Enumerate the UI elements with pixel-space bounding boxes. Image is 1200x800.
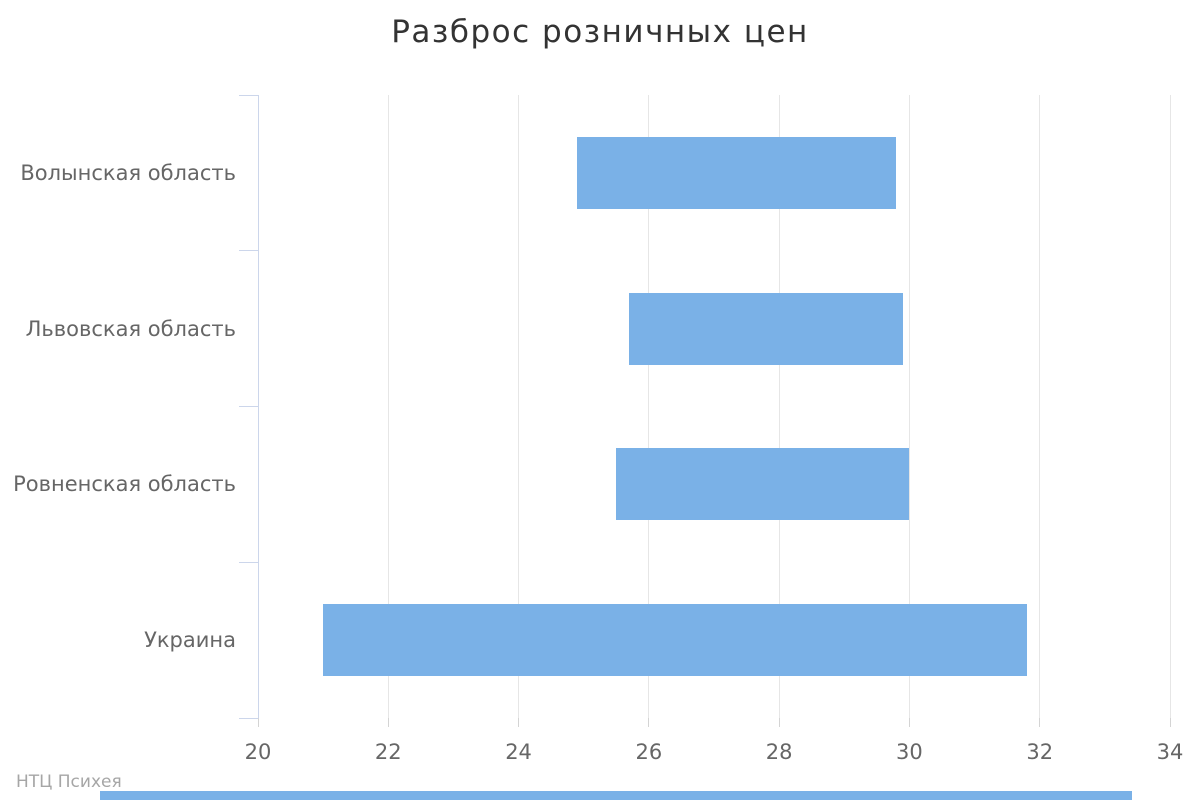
x-tick-label: 20	[244, 740, 272, 764]
chart-title: Разброс розничных цен	[391, 14, 809, 50]
credit-label: НТЦ Психея	[16, 772, 122, 792]
category-label: Ровненская область	[13, 472, 236, 497]
x-tick-label: 34	[1156, 740, 1184, 764]
category-axis-tick	[239, 717, 258, 719]
category-axis-tick	[239, 250, 258, 252]
category-axis-tick	[239, 561, 258, 563]
gridline	[518, 95, 520, 718]
category-axis-tick	[239, 406, 258, 407]
category-label: Волынская область	[20, 160, 236, 185]
category-axis-line	[258, 95, 259, 718]
x-axis-tick	[1039, 718, 1041, 727]
range-bar	[323, 604, 1027, 677]
x-axis-tick	[778, 718, 780, 727]
x-axis-tick	[908, 718, 910, 727]
range-bar	[629, 292, 903, 365]
range-bar	[616, 448, 910, 521]
category-axis-tick	[239, 94, 258, 96]
gridline	[1039, 95, 1041, 718]
gridline	[908, 95, 910, 718]
range-bar	[577, 136, 897, 209]
x-tick-label: 28	[765, 740, 793, 764]
gridline	[387, 95, 389, 718]
x-axis-tick	[518, 718, 520, 727]
gridline	[648, 95, 650, 718]
x-axis-tick	[257, 718, 259, 727]
category-label: Львовская область	[25, 316, 236, 341]
gridline	[1169, 95, 1171, 718]
plot-area	[239, 94, 1171, 727]
x-axis-tick	[1169, 718, 1171, 727]
category-label: Украина	[144, 628, 236, 653]
gridline	[778, 95, 780, 718]
x-tick-label: 24	[505, 740, 532, 764]
x-tick-label: 26	[635, 740, 663, 764]
x-axis-tick	[648, 718, 650, 727]
bottom-partial-bar	[100, 791, 1132, 800]
x-tick-label: 32	[1026, 740, 1054, 764]
x-tick-label: 30	[896, 740, 923, 764]
x-axis-tick	[387, 718, 389, 727]
x-tick-label: 22	[374, 740, 402, 764]
